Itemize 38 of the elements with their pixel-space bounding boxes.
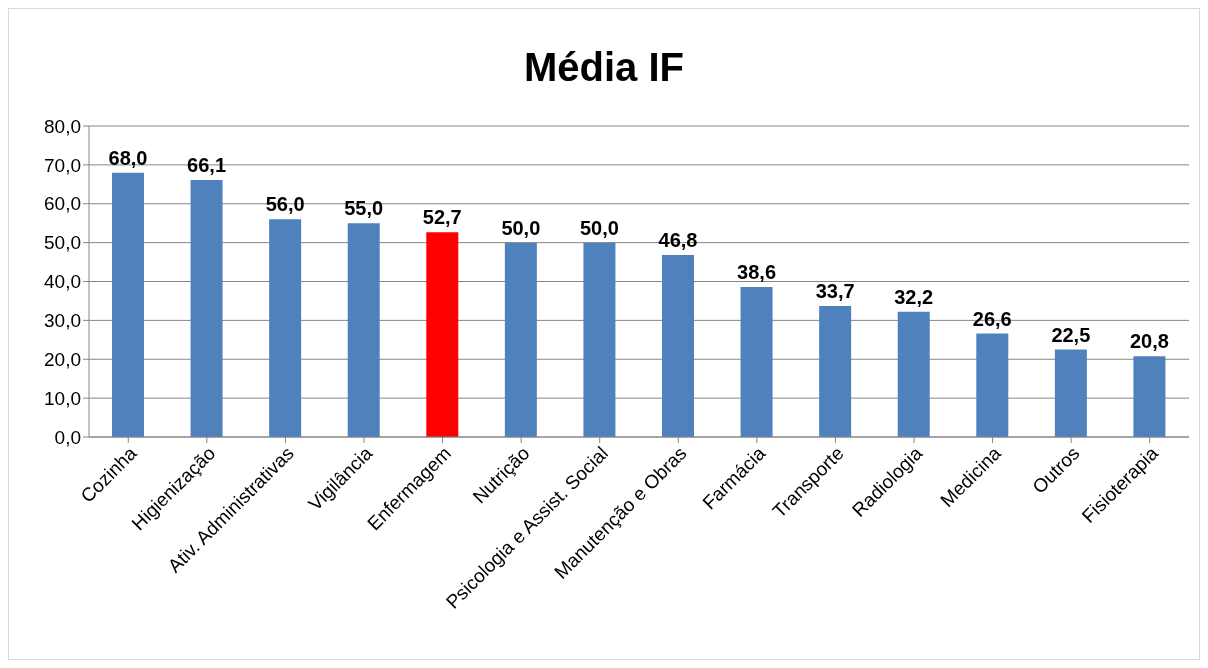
- bar: [897, 311, 930, 437]
- bar: [1054, 349, 1087, 437]
- bar: [583, 242, 616, 437]
- data-label: 55,0: [344, 197, 384, 220]
- bar: [504, 242, 537, 437]
- bar: [819, 305, 852, 437]
- data-label: 46,8: [658, 229, 698, 252]
- data-label: 66,1: [187, 154, 227, 177]
- data-label: 68,0: [108, 146, 148, 169]
- y-tick-label: 40,0: [44, 271, 81, 293]
- y-tick-label: 10,0: [44, 387, 81, 409]
- y-tick-label: 70,0: [44, 154, 81, 176]
- y-tick-label: 30,0: [44, 310, 81, 332]
- data-label: 56,0: [265, 193, 305, 216]
- y-tick-label: 60,0: [44, 193, 81, 215]
- data-label: 26,6: [972, 307, 1012, 330]
- data-label: 32,2: [894, 285, 934, 308]
- data-label: 52,7: [422, 206, 462, 229]
- y-tick-label: 0,0: [54, 426, 81, 448]
- bar: [347, 223, 380, 437]
- bar: [662, 255, 694, 437]
- bar: [269, 219, 302, 437]
- bar: [740, 286, 773, 437]
- y-tick-label: 50,0: [44, 232, 81, 254]
- data-label: 20,8: [1129, 330, 1169, 353]
- bar: [1133, 356, 1166, 437]
- bar: [190, 180, 223, 437]
- bar: [976, 333, 1009, 437]
- y-tick-label: 20,0: [44, 348, 81, 370]
- bar: [426, 232, 459, 437]
- data-label: 50,0: [579, 216, 619, 239]
- data-label: 22,5: [1051, 323, 1091, 346]
- chart-title: Média IF: [523, 45, 685, 90]
- y-tick-label: 80,0: [44, 115, 81, 137]
- data-label: 33,7: [815, 279, 855, 302]
- data-label: 38,6: [737, 260, 777, 283]
- bar: [112, 172, 144, 437]
- data-label: 50,0: [501, 216, 541, 239]
